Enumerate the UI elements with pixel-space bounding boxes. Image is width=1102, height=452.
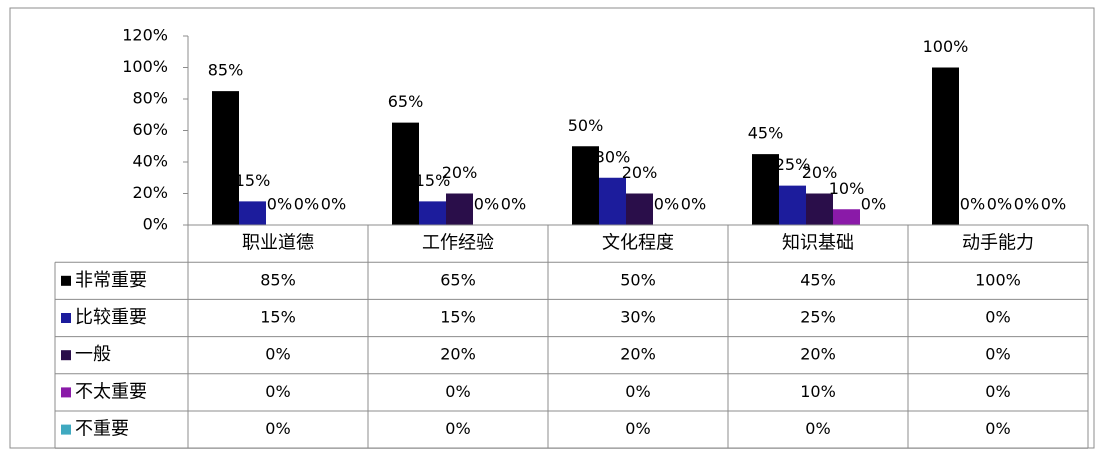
table-cell: 0% xyxy=(985,308,1010,327)
data-label: 15% xyxy=(415,171,451,190)
bar xyxy=(572,146,599,225)
table-cell: 0% xyxy=(985,382,1010,401)
x-tick-label: 文化程度 xyxy=(602,233,674,254)
table-cell: 20% xyxy=(440,345,476,364)
bar xyxy=(752,154,779,225)
table-cell: 0% xyxy=(445,382,470,401)
x-tick-label: 职业道德 xyxy=(242,233,314,254)
legend-key xyxy=(61,387,71,398)
data-label: 85% xyxy=(208,61,244,80)
data-label: 0% xyxy=(861,195,886,214)
data-label: 0% xyxy=(960,195,985,214)
data-label: 0% xyxy=(474,195,499,214)
x-tick-label: 工作经验 xyxy=(422,233,494,254)
data-label: 10% xyxy=(829,179,865,198)
table-cell: 25% xyxy=(800,308,836,327)
legend-label: 比较重要 xyxy=(75,307,147,328)
legend-label: 一般 xyxy=(75,344,111,365)
table-cell: 0% xyxy=(265,419,290,438)
table-cell: 0% xyxy=(625,419,650,438)
table-cell: 0% xyxy=(625,382,650,401)
data-label: 100% xyxy=(923,37,969,56)
data-label: 20% xyxy=(802,163,838,182)
table-cell: 50% xyxy=(620,270,656,289)
data-label: 0% xyxy=(987,195,1012,214)
chart-frame xyxy=(9,7,1095,449)
table-cell: 15% xyxy=(440,308,476,327)
table-cell: 0% xyxy=(805,419,830,438)
data-label: 20% xyxy=(622,163,658,182)
y-tick-label: 0% xyxy=(143,215,168,234)
y-tick-label: 100% xyxy=(122,57,168,76)
x-tick-label: 动手能力 xyxy=(962,233,1034,254)
x-tick-label: 知识基础 xyxy=(782,233,854,254)
data-label: 65% xyxy=(388,92,424,111)
table-cell: 45% xyxy=(800,270,836,289)
data-label: 0% xyxy=(681,195,706,214)
bar xyxy=(806,193,833,225)
y-tick-label: 40% xyxy=(132,152,168,171)
data-label: 0% xyxy=(1014,195,1039,214)
data-label: 0% xyxy=(294,195,319,214)
y-tick-label: 60% xyxy=(132,120,168,139)
data-label: 0% xyxy=(654,195,679,214)
legend-label: 非常重要 xyxy=(75,270,147,291)
bar xyxy=(419,201,446,225)
legend-label: 不重要 xyxy=(75,419,129,440)
data-label: 0% xyxy=(501,195,526,214)
legend-key xyxy=(61,275,71,286)
legend-key xyxy=(61,313,71,323)
data-label: 20% xyxy=(442,163,478,182)
data-label: 0% xyxy=(1041,195,1066,214)
bar xyxy=(833,209,860,225)
table-cell: 30% xyxy=(620,308,656,327)
bar xyxy=(446,193,473,225)
table-cell: 10% xyxy=(800,382,836,401)
data-label: 0% xyxy=(321,195,346,214)
legend-key xyxy=(61,350,71,361)
y-tick-label: 120% xyxy=(122,26,168,45)
bar xyxy=(392,122,419,225)
bar xyxy=(932,67,959,225)
table-cell: 0% xyxy=(985,419,1010,438)
table-cell: 15% xyxy=(260,308,296,327)
bar xyxy=(239,201,266,225)
table-cell: 0% xyxy=(985,345,1010,364)
table-cell: 100% xyxy=(975,270,1021,289)
table-cell: 20% xyxy=(800,345,836,364)
y-tick-label: 80% xyxy=(132,89,168,108)
data-label: 45% xyxy=(748,124,784,143)
table-cell: 20% xyxy=(620,345,656,364)
table-cell: 0% xyxy=(265,345,290,364)
bar xyxy=(779,185,806,225)
bar xyxy=(212,91,239,225)
table-cell: 0% xyxy=(265,382,290,401)
y-tick-label: 20% xyxy=(132,183,168,202)
bar xyxy=(599,177,626,225)
data-label: 0% xyxy=(267,195,292,214)
bar xyxy=(626,193,653,225)
data-label: 25% xyxy=(775,155,811,174)
data-label: 15% xyxy=(235,171,271,190)
data-label: 50% xyxy=(568,116,604,135)
table-cell: 0% xyxy=(445,419,470,438)
legend-key xyxy=(61,424,71,435)
data-label: 30% xyxy=(595,147,631,166)
table-cell: 85% xyxy=(260,270,296,289)
table-cell: 65% xyxy=(440,270,476,289)
legend-label: 不太重要 xyxy=(75,381,147,402)
